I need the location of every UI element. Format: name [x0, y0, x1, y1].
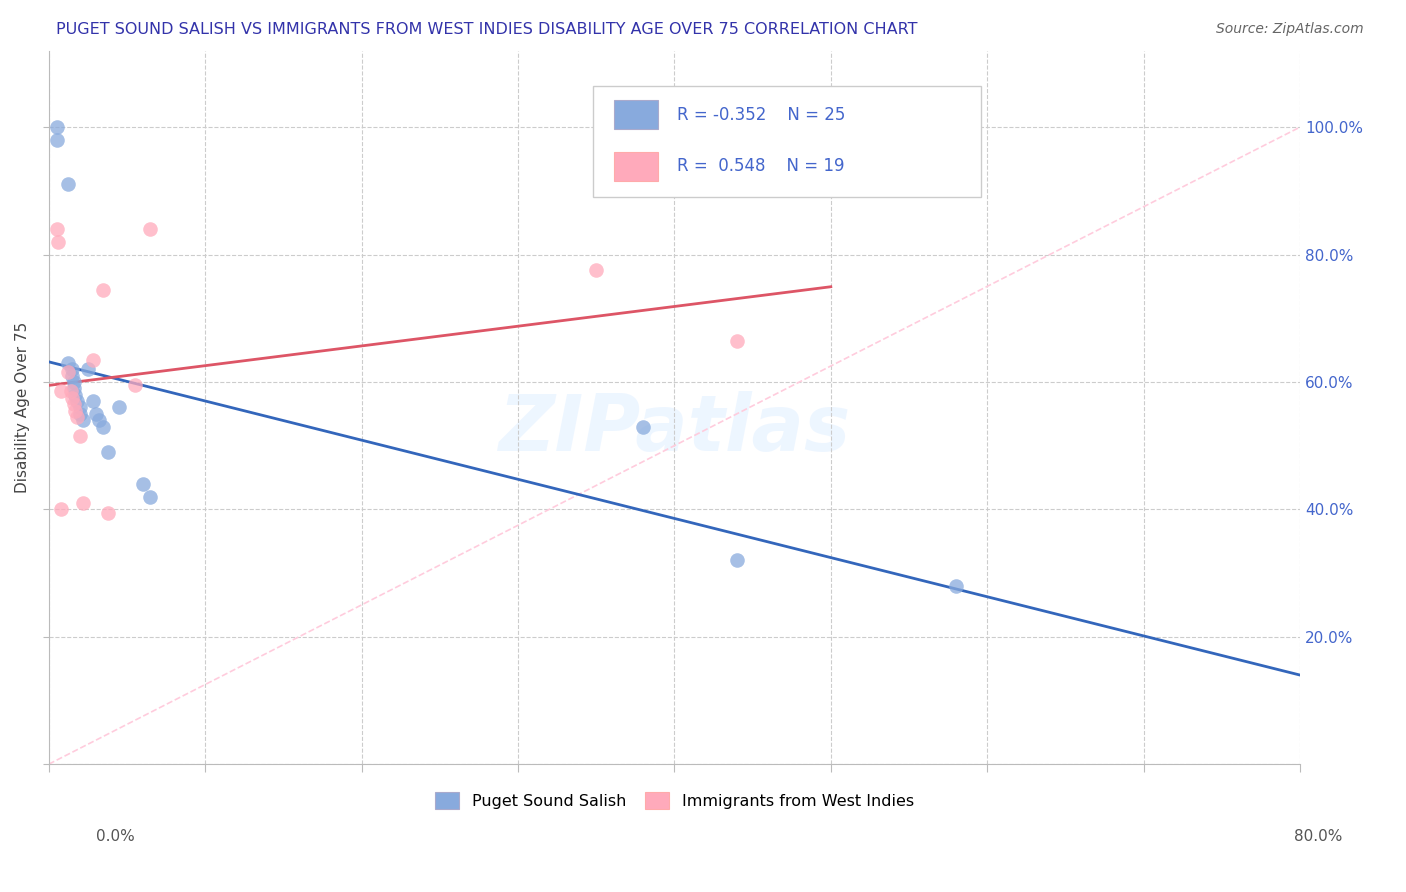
Point [631, 419, 654, 434]
Point [46, 235, 69, 249]
Point [131, 476, 153, 491]
Point [69, 429, 91, 443]
Text: Source: ZipAtlas.com: Source: ZipAtlas.com [1216, 22, 1364, 37]
Point [51, 502, 73, 516]
Point [72, 496, 94, 510]
Point [66, 394, 89, 409]
Text: PUGET SOUND SALISH VS IMMIGRANTS FROM WEST INDIES DISABILITY AGE OVER 75 CORRELA: PUGET SOUND SALISH VS IMMIGRANTS FROM WE… [56, 22, 918, 37]
Point [45, 120, 67, 135]
Point [62, 381, 84, 395]
Point [65, 403, 87, 417]
Point [93, 419, 115, 434]
Point [60, 362, 83, 376]
Point [725, 553, 748, 567]
Point [72, 413, 94, 427]
Point [93, 283, 115, 297]
Point [69, 407, 91, 421]
Point [45, 133, 67, 147]
Point [87, 413, 110, 427]
Point [56, 365, 79, 379]
Point [62, 375, 84, 389]
Point [108, 401, 131, 415]
Point [60, 391, 83, 405]
Point [139, 222, 162, 236]
Point [56, 178, 79, 192]
Text: 80.0%: 80.0% [1295, 830, 1343, 844]
FancyBboxPatch shape [593, 87, 981, 197]
Point [139, 490, 162, 504]
Point [97, 445, 120, 459]
Point [76, 362, 98, 376]
Text: 0.0%: 0.0% [96, 830, 135, 844]
Y-axis label: Disability Age Over 75: Disability Age Over 75 [15, 322, 30, 493]
Point [56, 356, 79, 370]
Point [60, 368, 83, 383]
Text: ZIPatlas: ZIPatlas [498, 391, 851, 467]
Point [124, 378, 146, 392]
Text: R =  0.548    N = 19: R = 0.548 N = 19 [676, 158, 845, 176]
Point [69, 401, 91, 415]
Point [82, 352, 104, 367]
Text: R = -0.352    N = 25: R = -0.352 N = 25 [676, 106, 845, 124]
FancyBboxPatch shape [614, 152, 658, 181]
FancyBboxPatch shape [614, 100, 658, 129]
Point [585, 263, 607, 277]
Point [45, 222, 67, 236]
Point [97, 506, 120, 520]
Point [66, 409, 89, 424]
Legend: Puget Sound Salish, Immigrants from West Indies: Puget Sound Salish, Immigrants from West… [427, 784, 922, 817]
Point [62, 397, 84, 411]
Point [84, 407, 107, 421]
Point [945, 579, 967, 593]
Point [59, 384, 82, 399]
Point [65, 387, 87, 401]
Point [51, 384, 73, 399]
Point [82, 394, 104, 409]
Point [725, 334, 748, 348]
